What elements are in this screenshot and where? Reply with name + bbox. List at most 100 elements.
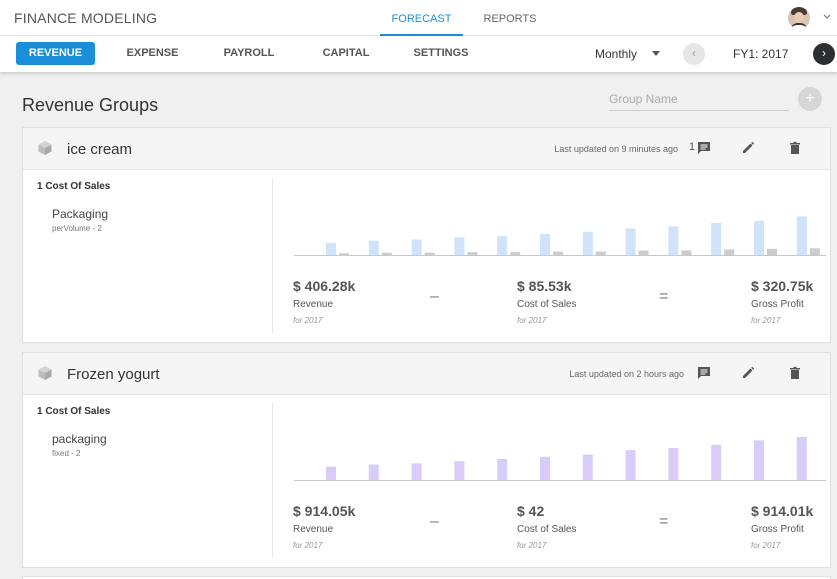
revenue-chart [326, 216, 820, 256]
fiscal-year-label: FY1: 2017 [733, 47, 789, 61]
cost-value: $ 42 [517, 503, 545, 519]
group-name: Frozen yogurt [67, 366, 160, 383]
caret-down-icon[interactable] [652, 51, 660, 56]
tab-payroll[interactable]: PAYROLL [223, 47, 275, 59]
revenue-bar [796, 437, 807, 481]
chart-baseline [294, 255, 826, 256]
tab-reports[interactable]: REPORTS [483, 13, 537, 25]
trash-icon[interactable] [787, 365, 803, 381]
equals-sign: = [659, 288, 669, 305]
revenue-bar [368, 240, 379, 256]
revenue-bar [454, 461, 465, 481]
cost-bar [467, 252, 478, 256]
revenue-bar [326, 242, 336, 256]
revenue-bar [540, 234, 550, 256]
revenue-label: Revenue [293, 299, 334, 310]
tab-settings[interactable]: SETTINGS [413, 47, 469, 59]
cost-item-detail: fixed - 2 [52, 449, 81, 458]
cost-bar [809, 248, 820, 256]
cost-bar [767, 248, 777, 256]
cost-bar [339, 253, 349, 256]
tab-expense[interactable]: EXPENSE [126, 47, 179, 59]
next-card-edge [22, 576, 831, 579]
revenue-label: Revenue [293, 524, 334, 535]
revenue-bar [411, 463, 422, 481]
chevron-down-icon[interactable] [823, 14, 831, 20]
revenue-bar [454, 237, 465, 256]
top-bar: FINANCE MODELING FORECAST REPORTS [0, 0, 837, 36]
tab-forecast[interactable]: FORECAST [380, 0, 463, 36]
app-title: FINANCE MODELING [14, 10, 158, 26]
revenue-bar [711, 444, 722, 481]
add-group-button[interactable]: + [798, 87, 822, 111]
revenue-group-card: Frozen yogurt Last updated on 2 hours ag… [22, 352, 831, 568]
revenue-bar [540, 456, 550, 481]
divider [272, 178, 273, 333]
profit-value: $ 914.01k [751, 503, 814, 519]
comment-icon[interactable] [696, 140, 712, 156]
cost-value: $ 85.53k [517, 278, 572, 294]
revenue-bar [497, 236, 508, 256]
revenue-period: for 2017 [293, 541, 323, 550]
last-updated: Last updated on 2 hours ago [569, 369, 684, 379]
cost-item-name: packaging [52, 432, 107, 446]
trash-icon[interactable] [787, 140, 803, 156]
cube-icon [38, 141, 52, 155]
revenue-bar [411, 239, 422, 256]
revenue-group-card: ice cream Last updated on 9 minutes ago … [22, 127, 831, 343]
tab-revenue[interactable]: REVENUE [16, 42, 95, 65]
cube-icon [38, 366, 52, 380]
last-updated: Last updated on 9 minutes ago [554, 144, 678, 154]
comment-count: 1 [689, 141, 696, 153]
cost-of-sales-title: 1 Cost Of Sales [37, 406, 111, 417]
revenue-bar [368, 464, 379, 481]
cost-period: for 2017 [517, 316, 547, 325]
profit-value: $ 320.75k [751, 278, 814, 294]
edit-icon[interactable] [740, 365, 756, 381]
section-title: Revenue Groups [22, 95, 159, 115]
card-header: Frozen yogurt Last updated on 2 hours ag… [23, 353, 830, 395]
profit-period: for 2017 [751, 316, 781, 325]
revenue-bar [625, 450, 636, 481]
revenue-bar [582, 454, 593, 481]
cost-bar [595, 251, 606, 256]
tab-capital[interactable]: CAPITAL [322, 47, 370, 59]
cost-label: Cost of Sales [517, 299, 577, 310]
revenue-bar [796, 216, 807, 256]
profit-period: for 2017 [751, 541, 781, 550]
cost-of-sales-title: 1 Cost Of Sales [37, 181, 111, 192]
period-select[interactable]: Monthly [595, 47, 638, 61]
sub-nav-bar: REVENUE EXPENSE PAYROLL CAPITAL SETTINGS… [0, 36, 837, 72]
equals-sign: = [659, 513, 669, 530]
group-name-input[interactable] [609, 87, 789, 111]
revenue-bar [497, 459, 508, 481]
minus-sign: – [430, 513, 439, 530]
next-year-button[interactable]: › [813, 43, 835, 65]
cost-bar [381, 252, 392, 256]
comment-icon[interactable] [696, 365, 712, 381]
cost-period: for 2017 [517, 541, 547, 550]
edit-icon[interactable] [740, 140, 756, 156]
chart-baseline [294, 480, 826, 481]
cost-bar [510, 252, 521, 256]
cost-item-name: Packaging [52, 207, 109, 221]
prev-year-button[interactable]: ‹ [683, 43, 705, 65]
revenue-chart [326, 437, 807, 481]
revenue-bar [668, 226, 679, 256]
cost-bar [724, 249, 735, 256]
revenue-bar [326, 466, 336, 481]
revenue-bar [711, 223, 722, 256]
avatar[interactable] [788, 7, 810, 29]
group-name: ice cream [67, 141, 133, 158]
revenue-bar [625, 228, 636, 256]
revenue-bar [582, 231, 593, 256]
revenue-value: $ 406.28k [293, 278, 356, 294]
cost-item-detail: perVolume - 2 [52, 224, 102, 233]
cost-bar [638, 250, 649, 256]
revenue-period: for 2017 [293, 316, 323, 325]
minus-sign: – [430, 288, 439, 305]
cost-bar [424, 252, 435, 256]
revenue-bar [668, 448, 679, 481]
revenue-bar [754, 440, 764, 481]
revenue-bar [754, 220, 764, 256]
